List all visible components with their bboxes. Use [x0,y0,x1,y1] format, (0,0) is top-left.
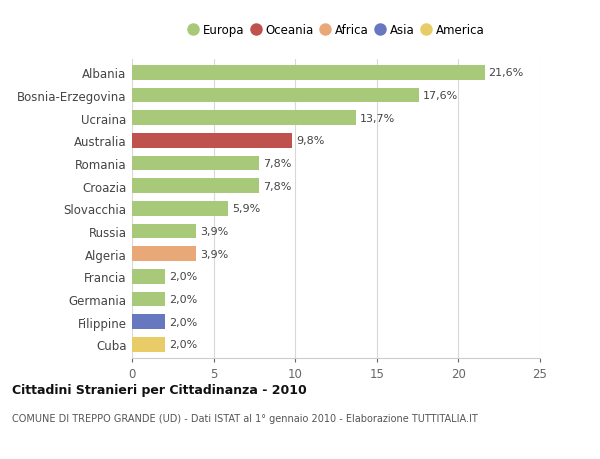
Bar [132,157,259,171]
Text: 7,8%: 7,8% [263,159,292,168]
Bar [132,89,419,103]
Bar [132,111,356,126]
Bar [132,292,164,307]
Text: 5,9%: 5,9% [232,204,260,214]
Bar [132,179,259,194]
Bar [132,66,485,81]
Bar [132,269,164,284]
Text: COMUNE DI TREPPO GRANDE (UD) - Dati ISTAT al 1° gennaio 2010 - Elaborazione TUTT: COMUNE DI TREPPO GRANDE (UD) - Dati ISTA… [12,413,478,423]
Text: 3,9%: 3,9% [200,249,228,259]
Text: 2,0%: 2,0% [169,317,197,327]
Text: 17,6%: 17,6% [424,91,458,101]
Text: 2,0%: 2,0% [169,340,197,349]
Text: 13,7%: 13,7% [359,113,395,123]
Text: 2,0%: 2,0% [169,294,197,304]
Bar [132,202,228,216]
Bar [132,337,164,352]
Bar [132,224,196,239]
Text: 3,9%: 3,9% [200,226,228,236]
Legend: Europa, Oceania, Africa, Asia, America: Europa, Oceania, Africa, Asia, America [187,24,485,37]
Text: 9,8%: 9,8% [296,136,325,146]
Text: 7,8%: 7,8% [263,181,292,191]
Text: 2,0%: 2,0% [169,272,197,282]
Bar [132,134,292,148]
Bar [132,314,164,329]
Text: 21,6%: 21,6% [488,68,524,78]
Text: Cittadini Stranieri per Cittadinanza - 2010: Cittadini Stranieri per Cittadinanza - 2… [12,383,307,396]
Bar [132,246,196,261]
